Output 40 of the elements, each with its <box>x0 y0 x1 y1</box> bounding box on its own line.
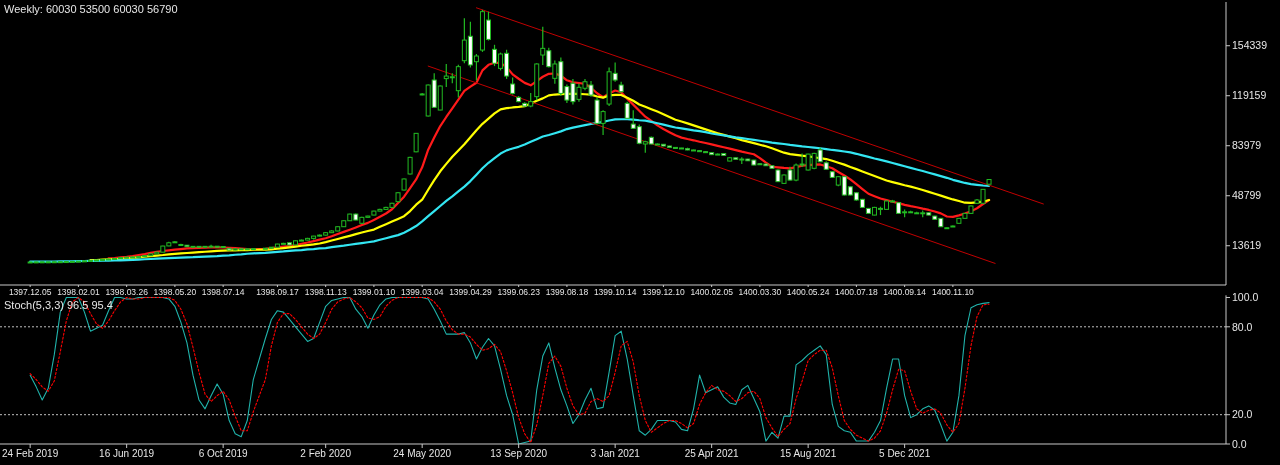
x-tick-label: 1400.02.05 <box>690 287 734 298</box>
x-tick-label: 1400.05.24 <box>786 287 830 298</box>
y-tick-label: 80.0 <box>1232 320 1253 333</box>
x-tick-label: 1400.09.14 <box>883 287 927 298</box>
y-tick-label: 13619 <box>1232 239 1262 252</box>
x-tick-label: 1398.05.20 <box>153 287 197 298</box>
x-tick-label: 24 Feb 2019 <box>2 448 59 460</box>
x-tick-label: 1400.03.30 <box>738 287 782 298</box>
x-tick-label: 16 Jun 2019 <box>99 448 155 460</box>
y-tick-label: 154339 <box>1232 39 1268 52</box>
x-tick-label: 1400.11.10 <box>931 287 975 298</box>
x-tick-label: 1399.10.14 <box>593 287 637 298</box>
x-tick-label: 1398.07.14 <box>201 287 245 298</box>
x-tick-label: 2 Feb 2020 <box>300 448 352 460</box>
x-tick-label: 6 Oct 2019 <box>198 448 249 460</box>
y-tick-label: 119159 <box>1232 89 1267 102</box>
x-tick-label: 1398.02.01 <box>57 287 100 298</box>
x-tick-label: 1399.04.29 <box>449 287 492 298</box>
x-tick-label: 15 Aug 2021 <box>780 448 837 460</box>
x-tick-label: 1399.06.23 <box>497 287 541 298</box>
chart-title: Weekly: 60030 53500 60030 56790 <box>4 3 178 16</box>
x-tick-label: 3 Jan 2021 <box>590 448 641 460</box>
x-tick-label: 5 Dec 2021 <box>879 448 931 460</box>
x-tick-label: 1398.09.17 <box>256 287 299 298</box>
y-tick-label: 0.0 <box>1232 437 1247 450</box>
x-tick-label: 1398.11.13 <box>304 287 347 298</box>
x-tick-label: 25 Apr 2021 <box>684 448 740 460</box>
x-tick-label: 13 Sep 2020 <box>490 448 548 460</box>
x-tick-label: 1399.03.04 <box>400 287 444 298</box>
y-tick-label: 48799 <box>1232 189 1262 202</box>
x-tick-label: 24 May 2020 <box>393 448 452 460</box>
x-tick-label: 1399.01.10 <box>352 287 396 298</box>
x-tick-label: 1397.12.05 <box>8 287 52 298</box>
y-tick-label: 83979 <box>1232 139 1262 152</box>
x-tick-label: 1398.03.26 <box>105 287 149 298</box>
y-tick-label: 20.0 <box>1232 408 1253 421</box>
y-tick-label: 100.0 <box>1232 291 1259 304</box>
x-tick-label: 1399.12.10 <box>642 287 685 298</box>
x-tick-label: 1399.08.18 <box>545 287 589 298</box>
x-tick-label: 1400.07.18 <box>835 287 878 298</box>
